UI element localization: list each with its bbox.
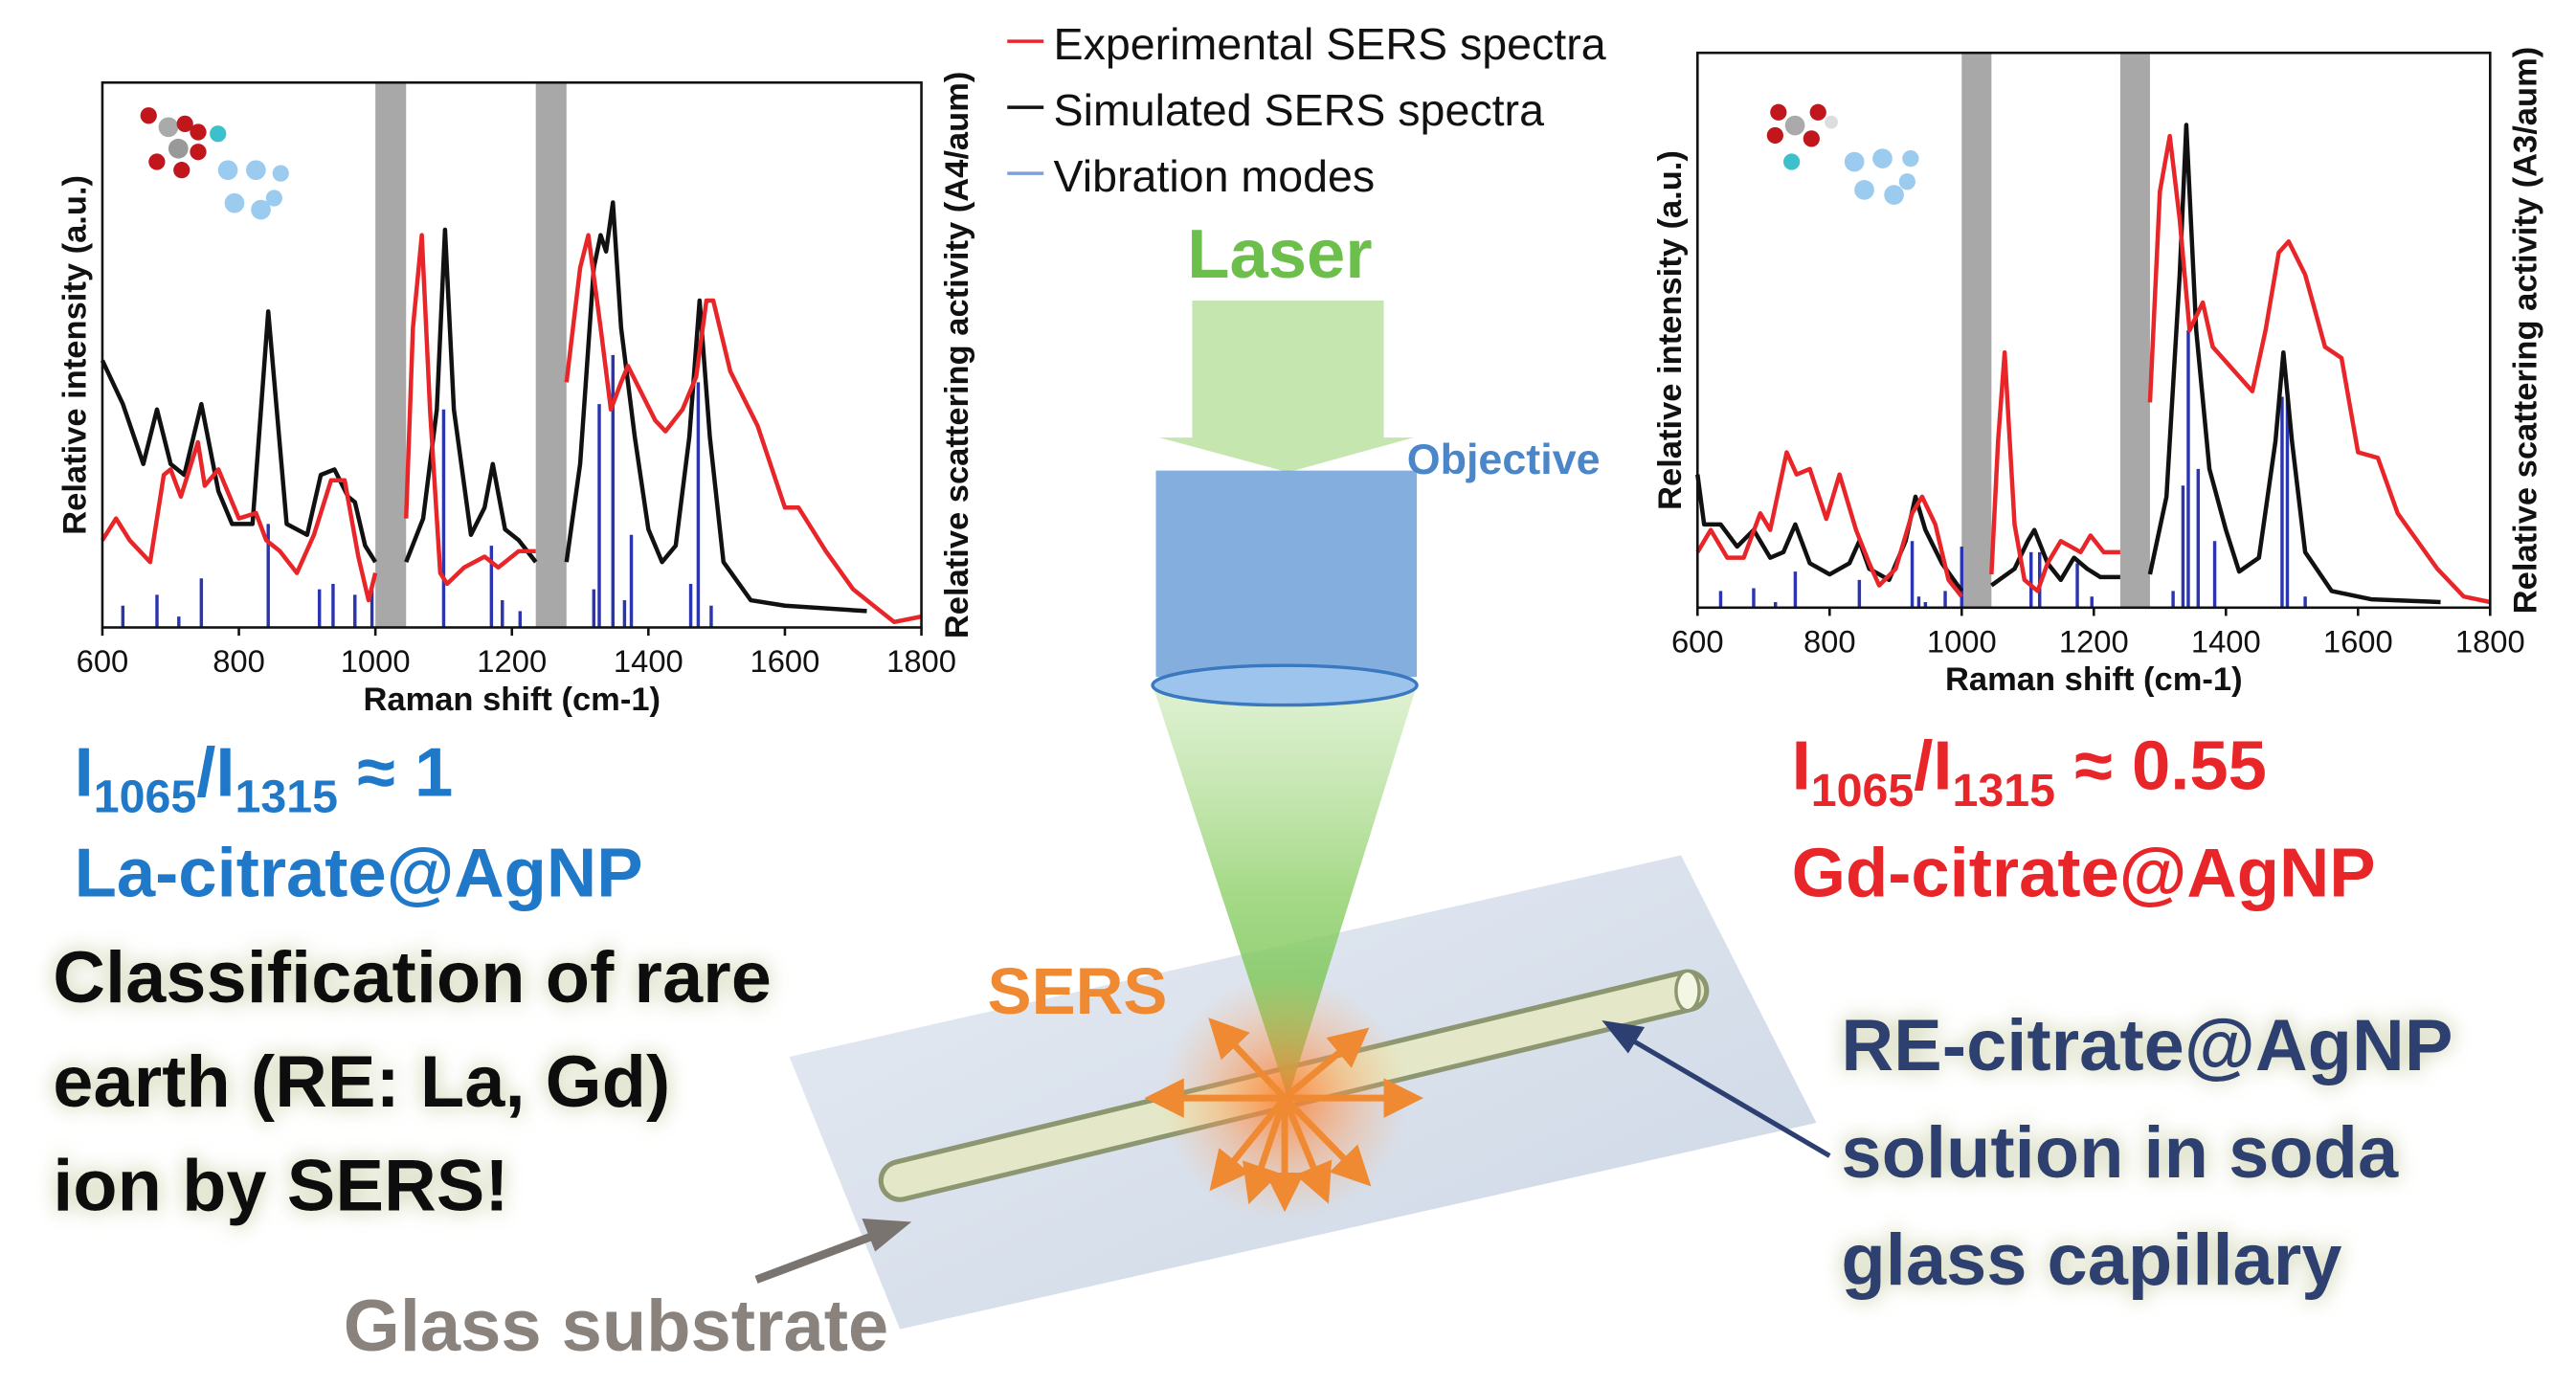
x-tick-label: 1600 [750,643,819,679]
legend-item-vibration-modes: Vibration modes [1007,151,1375,201]
capillary-line: glass capillary [1841,1219,2341,1301]
headline-line: ion by SERS! [53,1145,508,1226]
simulated-spectrum-line [564,200,867,614]
experimental-spectrum-line [101,439,378,603]
x-tick-label: 800 [213,643,265,679]
legend-label: Simulated SERS spectra [1054,85,1545,135]
gd-sample-label: Gd-citrate@AgNP [1792,835,2376,912]
lens-icon [1151,663,1419,707]
svg-text:I1065/I1315 ≈ 0.55: I1065/I1315 ≈ 0.55 [1792,727,2267,817]
headline-line: Classification of rare [53,937,772,1018]
experimental-spectrum-line [1989,349,2120,593]
legend-label: Experimental SERS spectra [1054,19,1606,69]
citrate-ag-cluster-model-icon [1766,103,1919,205]
objective-label: Objective [1407,435,1601,483]
sers-label: SERS [988,954,1168,1028]
y-axis-title: Relative intensity (a.u.) [1652,150,1689,510]
substrate-pointer-arrow [754,1219,912,1284]
y2-axis-title: Relative scattering activity (A4/aum) [939,72,975,638]
focused-beam-cone [1153,684,1418,1099]
y2-axis-title: Relative scattering activity (A3/aum) [2508,47,2544,614]
simulated-spectrum-line [1990,527,2120,588]
la-citrate-spectrum-chart: 600 800 1000 1200 1400 1600 1800 Raman shift (c… [57,72,975,718]
excluded-band [375,82,407,628]
x-tick-label: 600 [77,643,129,679]
laser-arrow-icon [1158,300,1414,473]
x-tick-label: 1000 [1927,623,1997,659]
x-tick-label: 1400 [614,643,683,679]
simulated-spectrum-line [1695,474,1964,593]
legend-label: Vibration modes [1054,151,1376,201]
excluded-band [2119,53,2150,608]
headline: Classification of rare earth (RE: La, Gd… [53,937,772,1226]
x-tick-label: 800 [1803,623,1856,659]
simulated-spectrum-line [2147,123,2441,605]
legend: Experimental SERS spectra Simulated SERS… [1007,19,1606,201]
la-intensity-ratio: I1065/I1315 ≈ 1 [75,733,454,822]
x-tick-label: 1600 [2323,623,2393,659]
laser-label: Laser [1187,215,1372,293]
capillary-line: RE-citrate@AgNP [1841,1005,2453,1086]
excluded-band [1961,53,1992,608]
legend-item-simulated: Simulated SERS spectra [1007,85,1544,135]
x-tick-label: 1800 [886,643,956,679]
x-tick-label: 600 [1671,623,1724,659]
experimental-spectrum-line [564,233,922,625]
scattering-arrows-icon [1144,1018,1423,1213]
citrate-ag-cluster-model-icon [140,107,289,220]
y-axis-title: Relative intensity (a.u.) [57,175,94,535]
gd-intensity-ratio: I1065/I1315 ≈ 0.55 [1792,727,2267,817]
la-sample-label: La-citrate@AgNP [75,835,643,912]
excluded-band [535,82,567,628]
capillary-line: solution in soda [1841,1112,2399,1194]
capillary-pointer-arrow [1602,1020,1831,1158]
gd-citrate-spectrum-chart: 600 800 1000 1200 1400 1600 1800 Raman shift (c… [1652,47,2544,698]
x-tick-label: 1200 [2059,623,2129,659]
x-axis-title: Raman shift (cm-1) [363,682,661,718]
legend-item-experimental: Experimental SERS spectra [1007,19,1606,69]
headline-line: earth (RE: La, Gd) [53,1041,670,1123]
svg-text:I1065/I1315 ≈ 1: I1065/I1315 ≈ 1 [75,733,454,822]
x-axis-title: Raman shift (cm-1) [1945,661,2243,698]
experimental-spectrum-line [2147,133,2491,605]
objective-lens [1155,470,1418,678]
x-tick-label: 1000 [341,643,411,679]
x-tick-label: 1200 [477,643,547,679]
glass-substrate-label: Glass substrate [344,1286,888,1367]
experimental-spectrum-line [1695,450,1964,598]
capillary-description: RE-citrate@AgNP solution in soda glass c… [1841,1005,2453,1301]
x-tick-label: 1800 [2455,623,2525,659]
simulated-spectrum-line [100,309,378,564]
x-tick-label: 1400 [2191,623,2261,659]
experimental-spectrum-line [403,233,536,587]
